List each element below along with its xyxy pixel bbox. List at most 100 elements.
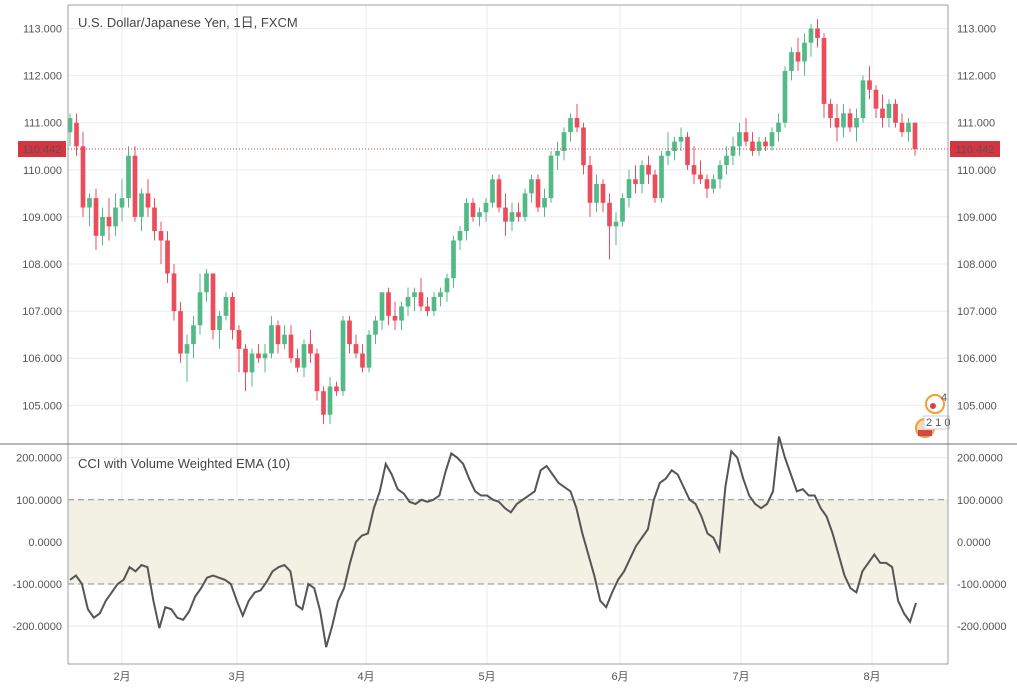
candle-down[interactable]: [834, 103, 840, 142]
candle-down[interactable]: [418, 278, 424, 312]
candle-up[interactable]: [737, 122, 742, 156]
candle-up[interactable]: [724, 146, 729, 175]
candle-down[interactable]: [587, 155, 593, 217]
candle-up[interactable]: [262, 344, 268, 373]
candle-up[interactable]: [327, 377, 333, 425]
candle-up[interactable]: [802, 33, 807, 76]
cci-layer[interactable]: [69, 436, 917, 648]
candle-up[interactable]: [457, 226, 463, 250]
candle-up[interactable]: [509, 202, 515, 232]
candle-down[interactable]: [581, 122, 586, 175]
candle-up[interactable]: [756, 136, 762, 156]
candle-up[interactable]: [301, 339, 307, 378]
candle-layer[interactable]: [67, 19, 918, 425]
candle-up[interactable]: [841, 103, 846, 137]
candle-down[interactable]: [750, 132, 755, 156]
candle-up[interactable]: [568, 113, 573, 142]
candle-up[interactable]: [659, 151, 664, 203]
candle-up[interactable]: [529, 174, 534, 203]
candle-down[interactable]: [152, 198, 157, 241]
candle-down[interactable]: [633, 165, 638, 194]
candle-down[interactable]: [691, 146, 697, 184]
candle-up[interactable]: [100, 207, 105, 246]
candle-down[interactable]: [600, 179, 606, 213]
candle-up[interactable]: [548, 151, 554, 203]
candle-down[interactable]: [795, 37, 801, 71]
candle-down[interactable]: [236, 325, 242, 373]
candle-up[interactable]: [789, 47, 794, 81]
calendar-badge-icon[interactable]: 2 1 0: [915, 415, 950, 438]
candle-down[interactable]: [145, 179, 151, 217]
candle-up[interactable]: [139, 188, 144, 232]
candle-up[interactable]: [204, 268, 209, 302]
candle-up[interactable]: [620, 193, 625, 227]
candle-down[interactable]: [132, 146, 138, 222]
candle-down[interactable]: [256, 344, 261, 363]
candle-down[interactable]: [815, 19, 820, 48]
candle-up[interactable]: [269, 315, 274, 359]
candle-up[interactable]: [555, 141, 560, 170]
candle-up[interactable]: [191, 315, 196, 359]
candle-down[interactable]: [158, 221, 164, 265]
candle-up[interactable]: [399, 301, 404, 330]
candle-down[interactable]: [230, 292, 235, 340]
candle-down[interactable]: [516, 202, 521, 222]
candle-down[interactable]: [828, 99, 833, 128]
candle-down[interactable]: [880, 94, 885, 128]
candle-up[interactable]: [769, 127, 775, 151]
candle-up[interactable]: [113, 193, 118, 236]
candle-down[interactable]: [171, 264, 177, 321]
candle-down[interactable]: [165, 231, 170, 283]
candle-up[interactable]: [405, 287, 411, 316]
candle-down[interactable]: [360, 344, 365, 373]
candle-up[interactable]: [483, 198, 489, 222]
candle-up[interactable]: [444, 273, 450, 302]
candle-down[interactable]: [873, 85, 879, 119]
candle-up[interactable]: [776, 113, 781, 142]
candle-down[interactable]: [347, 315, 352, 354]
candle-up[interactable]: [782, 66, 788, 128]
candle-up[interactable]: [249, 348, 255, 387]
candle-up[interactable]: [561, 127, 567, 161]
candle-up[interactable]: [438, 287, 443, 307]
candle-down[interactable]: [763, 136, 768, 151]
candle-down[interactable]: [74, 113, 79, 156]
candle-up[interactable]: [626, 169, 632, 208]
candle-up[interactable]: [854, 108, 859, 142]
candle-up[interactable]: [366, 329, 372, 373]
candle-up[interactable]: [522, 188, 528, 222]
candle-down[interactable]: [899, 113, 905, 137]
candle-up[interactable]: [431, 292, 437, 316]
candle-up[interactable]: [340, 315, 346, 396]
candle-up[interactable]: [678, 127, 684, 151]
candle-down[interactable]: [295, 348, 300, 373]
candle-down[interactable]: [425, 297, 430, 316]
candle-down[interactable]: [93, 188, 99, 250]
candle-up[interactable]: [808, 23, 814, 57]
candle-down[interactable]: [288, 325, 294, 363]
candle-down[interactable]: [178, 301, 183, 363]
candle-up[interactable]: [730, 136, 736, 166]
candle-down[interactable]: [821, 33, 827, 119]
candle-up[interactable]: [490, 174, 495, 208]
candle-down[interactable]: [893, 99, 898, 128]
candle-down[interactable]: [652, 169, 658, 203]
candle-down[interactable]: [535, 174, 541, 213]
candle-down[interactable]: [607, 193, 612, 260]
candle-up[interactable]: [906, 118, 911, 142]
cci-series-line[interactable]: [69, 436, 917, 648]
candle-down[interactable]: [698, 160, 703, 184]
candle-up[interactable]: [217, 311, 222, 349]
candle-down[interactable]: [503, 193, 508, 236]
candle-up[interactable]: [373, 315, 378, 345]
candle-down[interactable]: [574, 103, 580, 133]
candle-up[interactable]: [223, 292, 229, 321]
candle-down[interactable]: [646, 155, 651, 184]
candle-up[interactable]: [860, 75, 866, 123]
candle-up[interactable]: [379, 292, 385, 330]
candle-up[interactable]: [87, 193, 92, 227]
candle-up[interactable]: [126, 146, 131, 208]
candle-down[interactable]: [210, 273, 216, 340]
candle-up[interactable]: [184, 334, 190, 382]
candle-down[interactable]: [704, 174, 710, 199]
